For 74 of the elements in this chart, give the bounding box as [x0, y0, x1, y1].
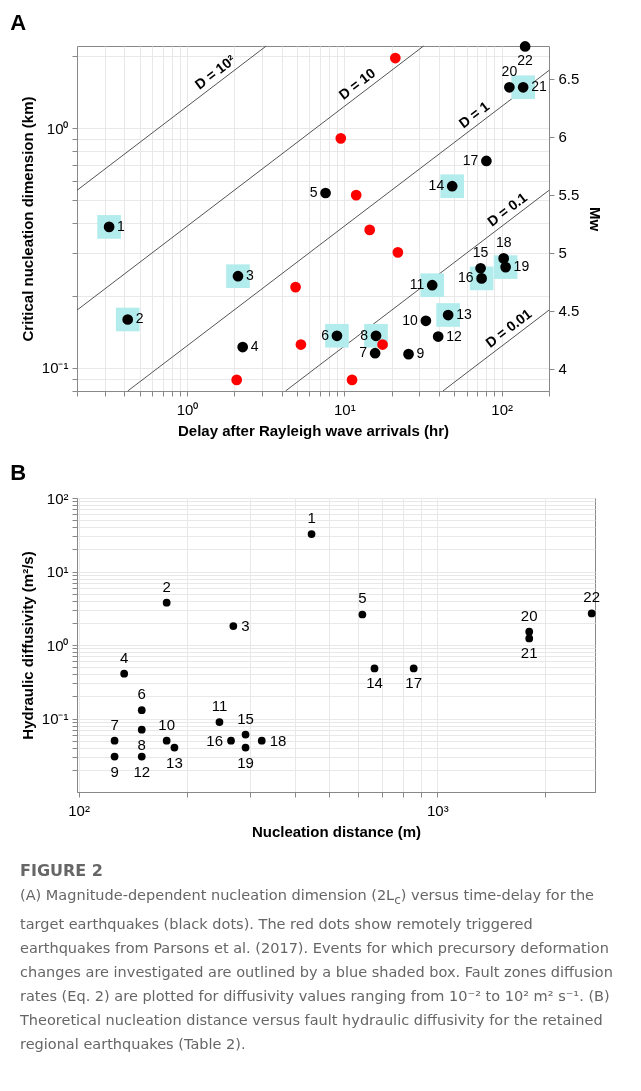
x-tick-label: 10¹: [333, 400, 356, 418]
annotation: 19: [237, 753, 254, 771]
annotation: 12: [446, 327, 462, 344]
chart-title: B: [10, 460, 27, 485]
annotation: 21: [531, 78, 547, 95]
y-axis-title: Critical nucleation dimension (km): [18, 96, 36, 342]
y2-tick-label: 5: [558, 244, 567, 262]
y-tick-label: 10⁻¹: [41, 710, 69, 727]
chart-title: A: [10, 10, 27, 36]
y-tick-label: 10²: [46, 489, 69, 507]
annotation: 16: [458, 269, 474, 286]
annotation: 7: [359, 344, 368, 361]
y2-tick-label: 4.5: [558, 302, 580, 320]
annotation: 20: [501, 63, 518, 80]
annotation: 11: [211, 697, 228, 715]
text: D = 10²: [191, 51, 239, 93]
annotation: 17: [405, 674, 423, 692]
annotation: 12: [133, 762, 151, 780]
y2-tick-label: 4: [558, 360, 567, 378]
annotation: 5: [309, 183, 318, 200]
y-tick-label: 10⁰: [46, 119, 69, 137]
annotation: 20: [520, 606, 538, 624]
annotation: 21: [520, 644, 538, 662]
y2-tick-label: 5.5: [558, 186, 580, 204]
annotation: 22: [583, 588, 601, 606]
annotation: 9: [110, 762, 119, 780]
annotation: 4: [120, 648, 129, 666]
y-tick-label: 10¹: [46, 563, 69, 580]
annotation: 11: [409, 276, 425, 293]
annotation: 14: [366, 674, 383, 692]
text: D = 10: [335, 64, 379, 103]
x-axis-title: Nucleation distance (m): [251, 822, 422, 840]
text: D = 0.1: [484, 188, 531, 230]
text: (A) Magnitude-dependent nucleation dimension (2L$_{c}$) versus time-delay for the target earthquakes (black dots). The red dots show remotely triggered earthquakes from Parsons et al. (2017). Events for which precursory deformation changes are investigated are outlined by a blue shaded box. Fault zones diffusion rates (Eq. 2) are plotted for diffusivity values ranging from 10⁻² to 10² m² s⁻¹. (B) Theoretical nucleation distance versus fault hydraulic diffusivity for the retained regional earthquakes (Table 2).: [20, 887, 613, 1052]
x-tick-label: 10²: [491, 400, 513, 418]
annotation: 6: [321, 326, 330, 343]
annotation: 4: [250, 338, 259, 355]
annotation: 2: [135, 310, 144, 327]
annotation: 6: [137, 685, 146, 703]
annotation: 13: [166, 753, 183, 771]
annotation: 16: [206, 731, 224, 749]
annotation: 8: [137, 735, 146, 753]
caption: FIGURE 2: [20, 860, 104, 882]
annotation: 3: [245, 267, 254, 284]
x-tick-label: 10⁰: [176, 400, 199, 418]
annotation: 19: [513, 258, 530, 275]
annotation: 1: [117, 217, 126, 234]
x-axis-title: Delay after Rayleigh wave arrivals (hr): [178, 421, 449, 439]
x-tick-label: 10³: [427, 801, 449, 819]
annotation: 9: [416, 345, 425, 362]
annotation: 8: [360, 326, 369, 343]
y2-tick-label: 6.5: [558, 70, 580, 88]
y2-tick-label: 6: [558, 128, 567, 146]
annotation: 15: [237, 709, 254, 727]
annotation: 13: [456, 306, 472, 323]
annotation: 7: [110, 715, 119, 733]
text: D = 1: [455, 97, 493, 132]
annotation: 17: [462, 151, 479, 168]
annotation: 10: [158, 715, 175, 733]
text: D = 0.01: [482, 305, 535, 351]
annotation: 10: [402, 311, 419, 328]
annotation: 22: [517, 52, 534, 69]
annotation: 18: [269, 731, 287, 749]
annotation: 18: [495, 234, 512, 251]
y-axis-title: Hydraulic diffusivity (m²/s): [18, 551, 36, 740]
annotation: 3: [241, 617, 250, 635]
y-tick-label: 10⁻¹: [41, 359, 69, 377]
y-tick-label: 10⁰: [46, 636, 69, 654]
annotation: 14: [428, 177, 445, 194]
annotation: 2: [162, 577, 171, 595]
y2-axis-title: Mw: [587, 206, 605, 232]
annotation: 15: [472, 244, 489, 261]
annotation: 1: [307, 509, 316, 527]
annotation: 5: [358, 589, 367, 607]
